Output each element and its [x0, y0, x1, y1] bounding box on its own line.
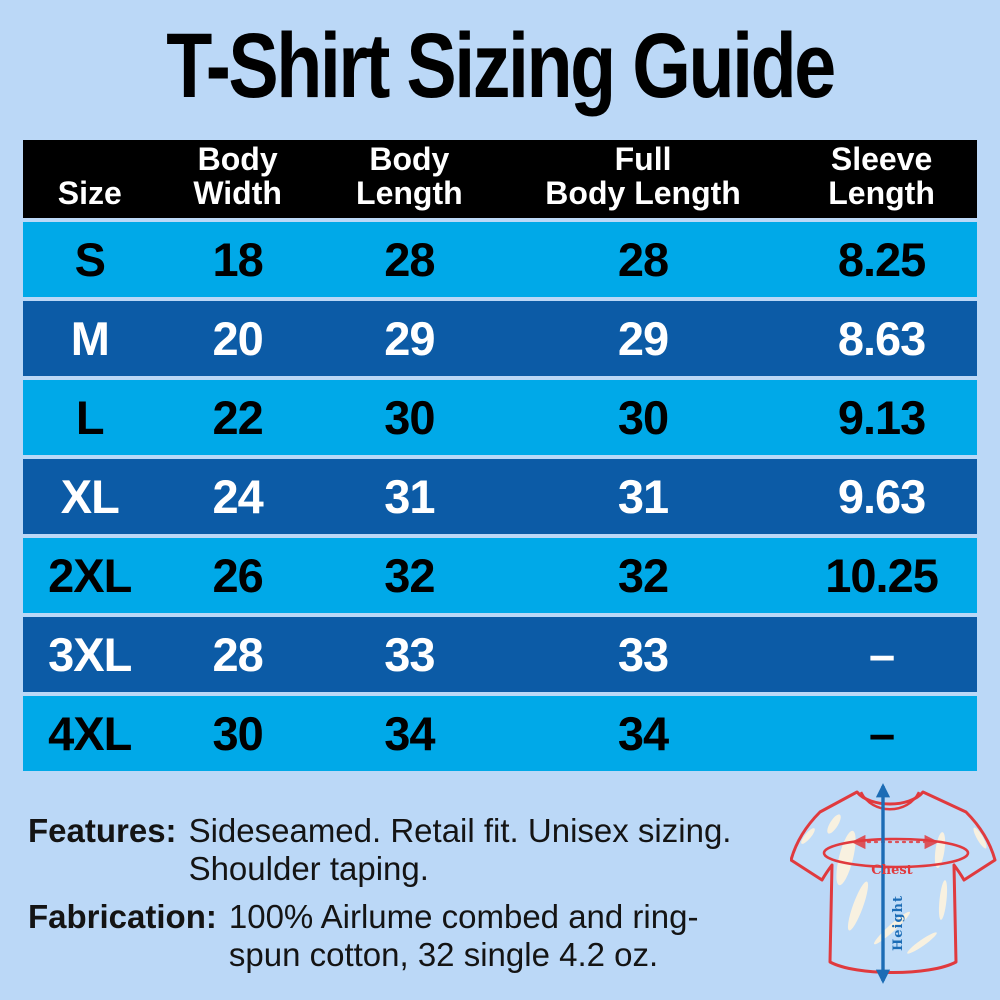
- fabrication-note: Fabrication: 100% Airlume combed and rin…: [28, 898, 698, 973]
- body-width-cell: 28: [212, 628, 263, 681]
- column-header-size: Size: [23, 174, 157, 211]
- fabrication-line1: 100% Airlume combed and ring-: [228, 898, 699, 935]
- header-line: Body Length: [545, 174, 741, 211]
- header-line: Sleeve: [830, 141, 933, 178]
- table-row-3xl: 3XL 28 33 33 –: [23, 617, 977, 692]
- body-length-cell: 31: [384, 470, 435, 523]
- full-body-length-cell: 34: [617, 707, 669, 760]
- full-body-length-cell: 29: [617, 312, 669, 365]
- sleeve-length-cell: 9.63: [837, 470, 926, 523]
- table-row-s: S 18 28 28 8.25: [23, 222, 977, 297]
- full-body-length-cell: 33: [617, 628, 669, 681]
- table-header-row: Size Body Width Body Length Full Body Le…: [23, 140, 977, 218]
- column-header-body-width: Body Width: [157, 143, 319, 210]
- features-line2: Shoulder taping.: [188, 849, 429, 887]
- full-body-length-cell: 31: [617, 470, 669, 523]
- body-length-cell: 30: [384, 391, 435, 444]
- body-width-cell: 22: [212, 391, 263, 444]
- size-cell: M: [70, 312, 110, 365]
- header-line: Length: [828, 174, 935, 211]
- sleeve-length-cell: 8.63: [837, 312, 926, 365]
- column-header-full-body-length: Full Body Length: [500, 143, 786, 210]
- size-cell: L: [75, 391, 105, 444]
- body-length-cell: 29: [384, 312, 435, 365]
- chest-label: Chest: [871, 863, 912, 878]
- body-width-cell: 30: [212, 707, 263, 760]
- features-label: Features:: [28, 812, 177, 849]
- table-row-xl: XL 24 31 31 9.63: [23, 459, 977, 534]
- header-line: Length: [356, 174, 463, 211]
- column-header-body-length: Body Length: [319, 143, 500, 210]
- column-header-sleeve-length: Sleeve Length: [786, 143, 977, 210]
- sleeve-length-cell: –: [868, 628, 895, 681]
- size-cell: 2XL: [48, 549, 132, 602]
- table-row-m: M 20 29 29 8.63: [23, 301, 977, 376]
- sleeve-length-cell: 8.25: [837, 233, 926, 286]
- fabric-highlights: [801, 814, 987, 954]
- header-line: Body: [197, 141, 278, 178]
- sleeve-length-cell: –: [868, 707, 895, 760]
- features-text: Sideseamed. Retail fit. Unisex sizing. Sh…: [189, 812, 732, 887]
- height-label: Height: [891, 895, 906, 951]
- body-width-cell: 24: [212, 470, 263, 523]
- features-note: Features: Sideseamed. Retail fit. Unisex…: [28, 812, 731, 887]
- features-line1: Sideseamed. Retail fit. Unisex sizing.: [188, 812, 732, 849]
- sleeve-length-cell: 10.25: [825, 549, 939, 602]
- page-title: T-Shirt Sizing Guide: [166, 15, 836, 117]
- sleeve-length-cell: 9.13: [837, 391, 926, 444]
- sizing-table: Size Body Width Body Length Full Body Le…: [23, 140, 977, 771]
- body-length-cell: 33: [384, 628, 435, 681]
- fabrication-label: Fabrication:: [28, 898, 217, 935]
- body-width-cell: 20: [212, 312, 263, 365]
- fabrication-line2: spun cotton, 32 single 4.2 oz.: [228, 935, 659, 973]
- header-line: Body: [369, 141, 450, 178]
- body-length-cell: 32: [384, 549, 435, 602]
- table-row-4xl: 4XL 30 34 34 –: [23, 696, 977, 771]
- body-width-cell: 26: [212, 549, 263, 602]
- size-cell: 3XL: [48, 628, 132, 681]
- page-title-wrap: T-Shirt Sizing Guide: [0, 14, 1000, 119]
- fabrication-text: 100% Airlume combed and ring-spun cotton…: [229, 898, 699, 973]
- size-cell: XL: [60, 470, 120, 523]
- full-body-length-cell: 28: [617, 233, 669, 286]
- tshirt-measurement-diagram: Chest Height: [790, 783, 997, 984]
- header-line: Width: [193, 174, 282, 211]
- size-cell: 4XL: [48, 707, 132, 760]
- size-cell: S: [74, 233, 106, 286]
- full-body-length-cell: 30: [617, 391, 669, 444]
- full-body-length-cell: 32: [617, 549, 669, 602]
- body-length-cell: 34: [384, 707, 435, 760]
- table-row-2xl: 2XL 26 32 32 10.25: [23, 538, 977, 613]
- body-length-cell: 28: [384, 233, 435, 286]
- header-line: Full: [614, 141, 672, 178]
- table-row-l: L 22 30 30 9.13: [23, 380, 977, 455]
- body-width-cell: 18: [212, 233, 263, 286]
- header-line: Size: [57, 174, 122, 211]
